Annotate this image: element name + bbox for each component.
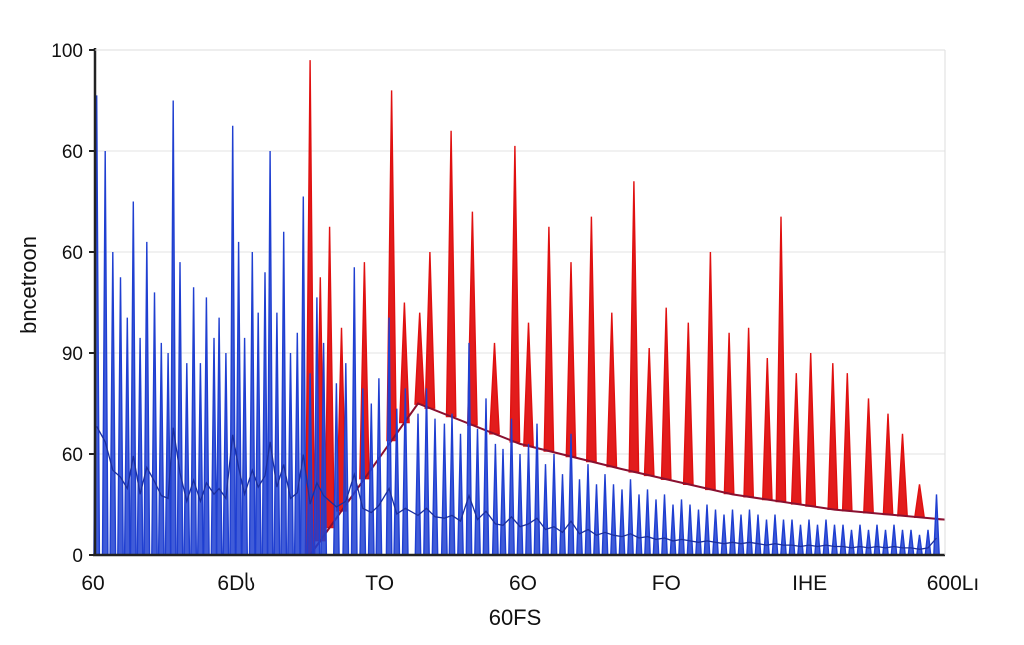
y-tick-label: 90 bbox=[62, 344, 83, 365]
y-tick-labels: 0 60 90 60 60 100 bbox=[51, 41, 83, 567]
y-tick-label: 100 bbox=[51, 41, 83, 62]
x-tick-label: FO bbox=[652, 572, 681, 595]
y-axis-label: bncetroon bbox=[16, 236, 41, 334]
x-tick-label: 60 bbox=[81, 572, 104, 595]
x-tick-labels: 60 6Dს TO 6O FO IHE 600Lı bbox=[81, 572, 979, 595]
x-tick-label: 6Dს bbox=[217, 572, 255, 595]
y-tick-label: 60 bbox=[62, 142, 83, 163]
y-tick-label: 60 bbox=[62, 243, 83, 264]
x-axis-label: 60FS bbox=[489, 605, 542, 630]
x-tick-label: 600Lı bbox=[927, 572, 980, 595]
x-tick-label: IHE bbox=[792, 572, 827, 595]
y-tick-label: 0 bbox=[72, 546, 83, 567]
y-tick-label: 60 bbox=[62, 445, 83, 466]
x-tick-label: 6O bbox=[509, 572, 537, 595]
x-tick-label: TO bbox=[365, 572, 394, 595]
